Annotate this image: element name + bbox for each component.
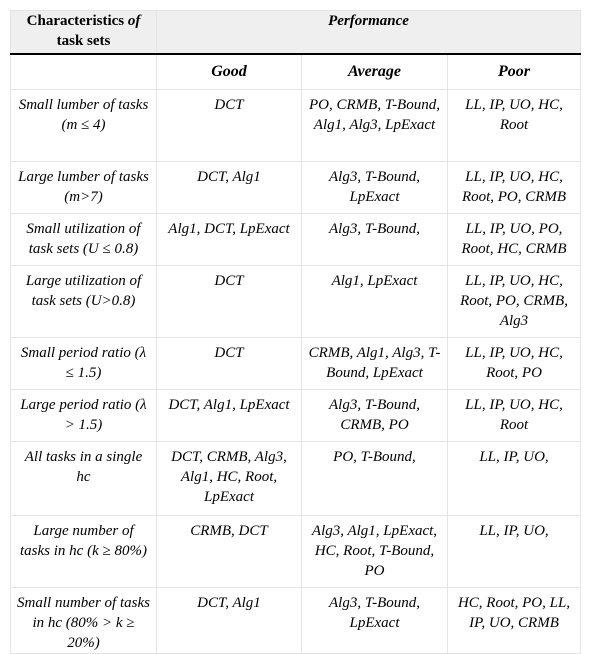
good-cell: DCT (156, 265, 302, 338)
table-row: All tasks in a single hc DCT, CRMB, Alg3… (10, 441, 582, 516)
table-row: Large lumber of tasks (m>7) DCT, Alg1 Al… (10, 161, 582, 214)
average-cell: PO, CRMB, T-Bound, Alg1, Alg3, LpExact (301, 89, 448, 162)
good-cell: DCT, Alg1 (156, 161, 302, 214)
table-row: Small utilization of task sets (U ≤ 0.8)… (10, 213, 582, 266)
average-cell: Alg1, LpExact (301, 265, 448, 338)
poor-cell: LL, IP, UO, (446, 441, 582, 516)
poor-cell: LL, IP, UO, HC, Root (446, 89, 582, 162)
poor-cell: LL, IP, UO, HC, Root, PO (446, 337, 582, 390)
good-header: Good (156, 53, 302, 90)
poor-cell: LL, IP, UO, HC, Root, PO, CRMB, Alg3 (446, 265, 582, 338)
characteristic-cell: Small period ratio (λ ≤ 1.5) (10, 337, 157, 390)
poor-cell: LL, IP, UO, HC, Root (446, 389, 582, 442)
table-row: Large utilization of task sets (U>0.8) D… (10, 265, 582, 338)
good-cell: CRMB, DCT (156, 515, 302, 588)
characteristics-header-prefix: Characteristics (26, 13, 128, 29)
table-row: Small number of tasks in hc (80% > k ≥ 2… (10, 587, 582, 654)
average-cell: Alg3, T-Bound, LpExact (301, 161, 448, 214)
good-cell: DCT, Alg1 (156, 587, 302, 654)
average-cell: Alg3, T-Bound, CRMB, PO (301, 389, 448, 442)
characteristic-cell: Large period ratio (λ > 1.5) (10, 389, 157, 442)
good-cell: DCT (156, 337, 302, 390)
poor-header: Poor (446, 53, 582, 90)
characteristic-cell: Small lumber of tasks (m ≤ 4) (10, 89, 157, 162)
characteristic-cell: Small utilization of task sets (U ≤ 0.8) (10, 213, 157, 266)
average-header: Average (301, 53, 448, 90)
good-cell: DCT, CRMB, Alg3, Alg1, HC, Root, LpExact (156, 441, 302, 516)
empty-header-cell (10, 53, 157, 90)
poor-cell: HC, Root, PO, LL, IP, UO, CRMB (446, 587, 582, 654)
good-cell: DCT (156, 89, 302, 162)
poor-cell: LL, IP, UO, HC, Root, PO, CRMB (446, 161, 582, 214)
characteristics-header-suffix: task sets (56, 33, 111, 49)
characteristics-header: Characteristics of task sets (10, 10, 157, 55)
average-cell: CRMB, Alg1, Alg3, T-Bound, LpExact (301, 337, 448, 390)
characteristic-cell: Large utilization of task sets (U>0.8) (10, 265, 157, 338)
table-row: Small lumber of tasks (m ≤ 4) DCT PO, CR… (10, 89, 582, 162)
performance-table: Characteristics of task sets Performance … (10, 10, 582, 654)
characteristics-header-of: of (127, 13, 141, 29)
characteristic-cell: All tasks in a single hc (10, 441, 157, 516)
characteristic-cell: Large number of tasks in hc (k ≥ 80%) (10, 515, 157, 588)
good-cell: Alg1, DCT, LpExact (156, 213, 302, 266)
average-cell: PO, T-Bound, (301, 441, 448, 516)
poor-cell: LL, IP, UO, PO, Root, HC, CRMB (446, 213, 582, 266)
characteristic-cell: Large lumber of tasks (m>7) (10, 161, 157, 214)
good-cell: DCT, Alg1, LpExact (156, 389, 302, 442)
table-row: Small period ratio (λ ≤ 1.5) DCT CRMB, A… (10, 337, 582, 390)
table-row: Large period ratio (λ > 1.5) DCT, Alg1, … (10, 389, 582, 442)
header-row: Characteristics of task sets Performance (10, 10, 582, 55)
characteristic-cell: Small number of tasks in hc (80% > k ≥ 2… (10, 587, 157, 654)
table-row: Large number of tasks in hc (k ≥ 80%) CR… (10, 515, 582, 588)
subheader-row: Good Average Poor (10, 53, 582, 90)
poor-cell: LL, IP, UO, (446, 515, 582, 588)
average-cell: Alg3, T-Bound, (301, 213, 448, 266)
performance-header: Performance (155, 10, 582, 55)
average-cell: Alg3, T-Bound, LpExact (301, 587, 448, 654)
average-cell: Alg3, Alg1, LpExact, HC, Root, T-Bound, … (301, 515, 448, 588)
